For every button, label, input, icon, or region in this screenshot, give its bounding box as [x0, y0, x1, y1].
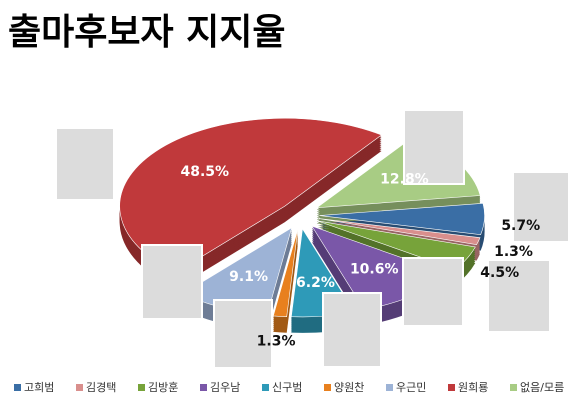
legend-label: 김우남 [210, 381, 240, 394]
slice [319, 202, 485, 235]
slice [272, 228, 299, 318]
legend-label: 신구범 [272, 381, 302, 394]
candidate-photo [141, 244, 203, 320]
candidate-photo [402, 257, 464, 327]
candidate-photo [487, 259, 551, 333]
legend-label: 없음/모름 [520, 381, 564, 394]
legend-swatch [510, 384, 517, 391]
value-label: 5.7% [501, 218, 540, 234]
value-label: 1.3% [494, 244, 533, 260]
candidate-photo [213, 299, 273, 369]
legend-swatch [14, 384, 21, 391]
candidate-photo [512, 171, 570, 243]
legend-swatch [262, 384, 269, 391]
legend-label: 원희룡 [458, 381, 488, 394]
candidate-photos [55, 109, 570, 369]
legend-swatch [386, 384, 393, 391]
legend-label: 양원찬 [334, 380, 364, 394]
legend-label: 김방훈 [148, 381, 178, 394]
legend-swatch [200, 384, 207, 391]
candidate-photo [55, 127, 115, 201]
slice [318, 218, 481, 245]
candidate-photo [403, 109, 465, 185]
value-label: 4.5% [480, 265, 519, 281]
legend-swatch [324, 384, 331, 391]
value-label: 12.8% [380, 172, 429, 188]
value-label: 6.2% [296, 275, 335, 291]
value-label: 1.3% [257, 334, 296, 350]
value-label: 9.1% [229, 269, 268, 285]
value-label: 10.6% [350, 261, 399, 277]
legend-label: 고희범 [24, 381, 54, 394]
candidate-photo [322, 292, 382, 368]
slice-side [318, 220, 481, 247]
chart-title: 출마후보자 지지율 [8, 12, 286, 53]
legend-label: 우근민 [396, 381, 426, 394]
legend-swatch [76, 384, 83, 391]
value-label: 48.5% [180, 164, 229, 180]
slice [119, 117, 383, 273]
legend-label: 김경택 [86, 381, 116, 394]
legend-swatch [448, 384, 455, 391]
legend-swatch [138, 384, 145, 391]
